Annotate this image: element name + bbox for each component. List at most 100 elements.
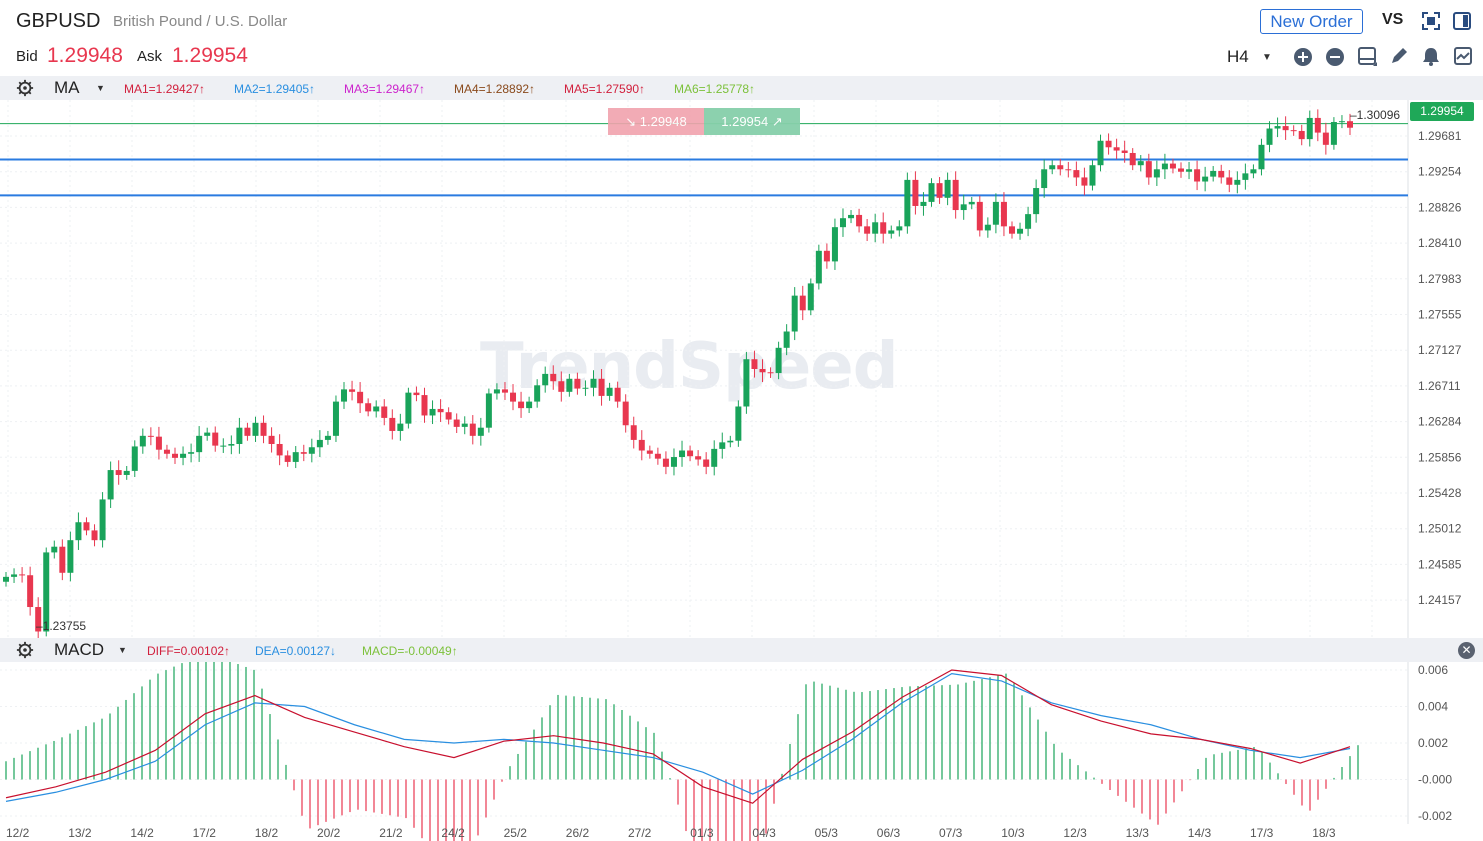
ma-indicator-bar: MA ▼ MA1=1.29427↑ MA2=1.29405↑ MA3=1.294… <box>0 76 1483 100</box>
candle-body <box>1177 168 1184 172</box>
candle-body <box>1000 201 1007 227</box>
layout-icon[interactable] <box>1452 11 1472 31</box>
candle-body <box>518 401 525 409</box>
fullscreen-icon[interactable] <box>1421 11 1441 31</box>
macd-chart[interactable]: 0.006 0.004 0.002 -0.000 -0.002 12/2 13/2 14/2 1… <box>0 662 1483 841</box>
date-tick-label: 17/3 <box>1250 826 1274 840</box>
candle-body <box>381 406 388 418</box>
price-tick-label: 1.25012 <box>1418 522 1462 536</box>
candle-body <box>260 422 267 436</box>
ask-label: Ask <box>137 48 163 65</box>
macd-indicator-select[interactable]: MACD <box>54 640 105 659</box>
macd-tick-label: 0.002 <box>1418 736 1448 750</box>
price-tick-label: 1.27983 <box>1418 272 1462 286</box>
candle-body <box>429 408 436 416</box>
date-tick-label: 01/3 <box>690 826 714 840</box>
ma3-value: MA3=1.29467↑ <box>344 82 426 96</box>
candle-body <box>365 403 372 412</box>
candle-body <box>727 440 734 443</box>
zoom-in-icon[interactable] <box>1293 47 1313 67</box>
candle-body <box>397 423 404 431</box>
candle-body <box>952 179 959 211</box>
candle-body <box>11 574 18 577</box>
ma-indicator-select[interactable]: MA <box>54 78 80 97</box>
candle-body <box>268 435 275 444</box>
price-tick-label: 1.24157 <box>1418 593 1462 607</box>
candle-body <box>992 201 999 225</box>
candle-body <box>1008 226 1015 234</box>
candle-body <box>984 224 991 231</box>
candle-body <box>1314 117 1321 133</box>
candle-body <box>1113 147 1120 151</box>
candle-body <box>300 452 307 454</box>
macd-tick-label: -0.000 <box>1418 773 1452 787</box>
price-tick-label: 1.29254 <box>1418 165 1462 179</box>
draw-pencil-icon[interactable] <box>1389 46 1409 66</box>
macd-tick-label: 0.004 <box>1418 700 1448 714</box>
buy-button[interactable]: 1.29954 ↗ <box>704 108 800 135</box>
candle-body <box>896 226 903 231</box>
zoom-out-icon[interactable] <box>1325 47 1345 67</box>
candle-body <box>574 378 581 389</box>
price-tick-label: 1.24585 <box>1418 557 1462 571</box>
close-icon[interactable]: ✕ <box>1458 642 1475 659</box>
chart-type-icon[interactable] <box>1357 46 1377 66</box>
candle-body <box>783 331 790 348</box>
price-chart[interactable]: 1.29681 1.29254 1.28826 1.28410 1.27983 1.275… <box>0 100 1483 638</box>
gear-icon[interactable] <box>16 641 34 659</box>
candle-body <box>558 381 565 392</box>
candle-body <box>735 406 742 441</box>
indicator-icon[interactable] <box>1453 46 1473 66</box>
macd-diff-value: DIFF=0.00102↑ <box>147 644 231 658</box>
candle-body <box>695 456 702 460</box>
candle-body <box>920 201 927 206</box>
candle-body <box>172 453 179 458</box>
candle-body <box>421 395 428 416</box>
candle-body <box>1330 122 1337 145</box>
candle-body <box>493 389 500 394</box>
chevron-down-icon[interactable]: ▼ <box>118 645 127 655</box>
date-tick-label: 18/2 <box>255 826 279 840</box>
alert-bell-icon[interactable] <box>1421 46 1441 66</box>
candle-body <box>389 417 396 431</box>
price-tick-label: 1.29681 <box>1418 129 1462 143</box>
candle-body <box>1153 169 1160 178</box>
candle-body <box>477 427 484 436</box>
date-tick-label: 24/2 <box>441 826 465 840</box>
candle-body <box>115 470 122 475</box>
candle-body <box>848 214 855 219</box>
candle-body <box>1049 165 1056 170</box>
candle-body <box>751 359 758 369</box>
candle-body <box>292 452 299 462</box>
candle-body <box>99 499 106 541</box>
candle-body <box>19 574 26 576</box>
candle-body <box>1033 188 1040 215</box>
gear-icon[interactable] <box>16 79 34 97</box>
candle-body <box>308 447 315 454</box>
candle-body <box>542 373 549 386</box>
candle-body <box>469 423 476 436</box>
new-order-button[interactable]: New Order <box>1260 9 1363 34</box>
candle-body <box>1322 132 1329 145</box>
date-tick-label: 06/3 <box>877 826 901 840</box>
date-tick-label: 10/3 <box>1001 826 1025 840</box>
candle-body <box>823 250 830 262</box>
timeframe-select[interactable]: H4 <box>1227 47 1249 66</box>
candle-body <box>775 347 782 374</box>
vs-button[interactable]: VS <box>1382 11 1404 28</box>
candle-body <box>461 423 468 427</box>
price-tick-label: 1.28826 <box>1418 200 1462 214</box>
candle-body <box>1242 173 1249 180</box>
candle-body <box>3 576 9 582</box>
sell-button[interactable]: ↘ 1.29948 <box>608 108 704 135</box>
macd-hist-value: MACD=-0.00049↑ <box>362 644 458 658</box>
candle-body <box>1250 169 1257 174</box>
candle-body <box>759 369 766 373</box>
low-price-marker: –1.23755 <box>36 619 86 633</box>
candle-body <box>743 359 750 407</box>
ask-value: 1.29954 <box>172 44 248 67</box>
chevron-down-icon[interactable]: ▼ <box>1262 52 1272 63</box>
chevron-down-icon[interactable]: ▼ <box>96 83 105 93</box>
macd-tick-label: -0.002 <box>1418 809 1452 823</box>
candle-body <box>679 450 686 458</box>
